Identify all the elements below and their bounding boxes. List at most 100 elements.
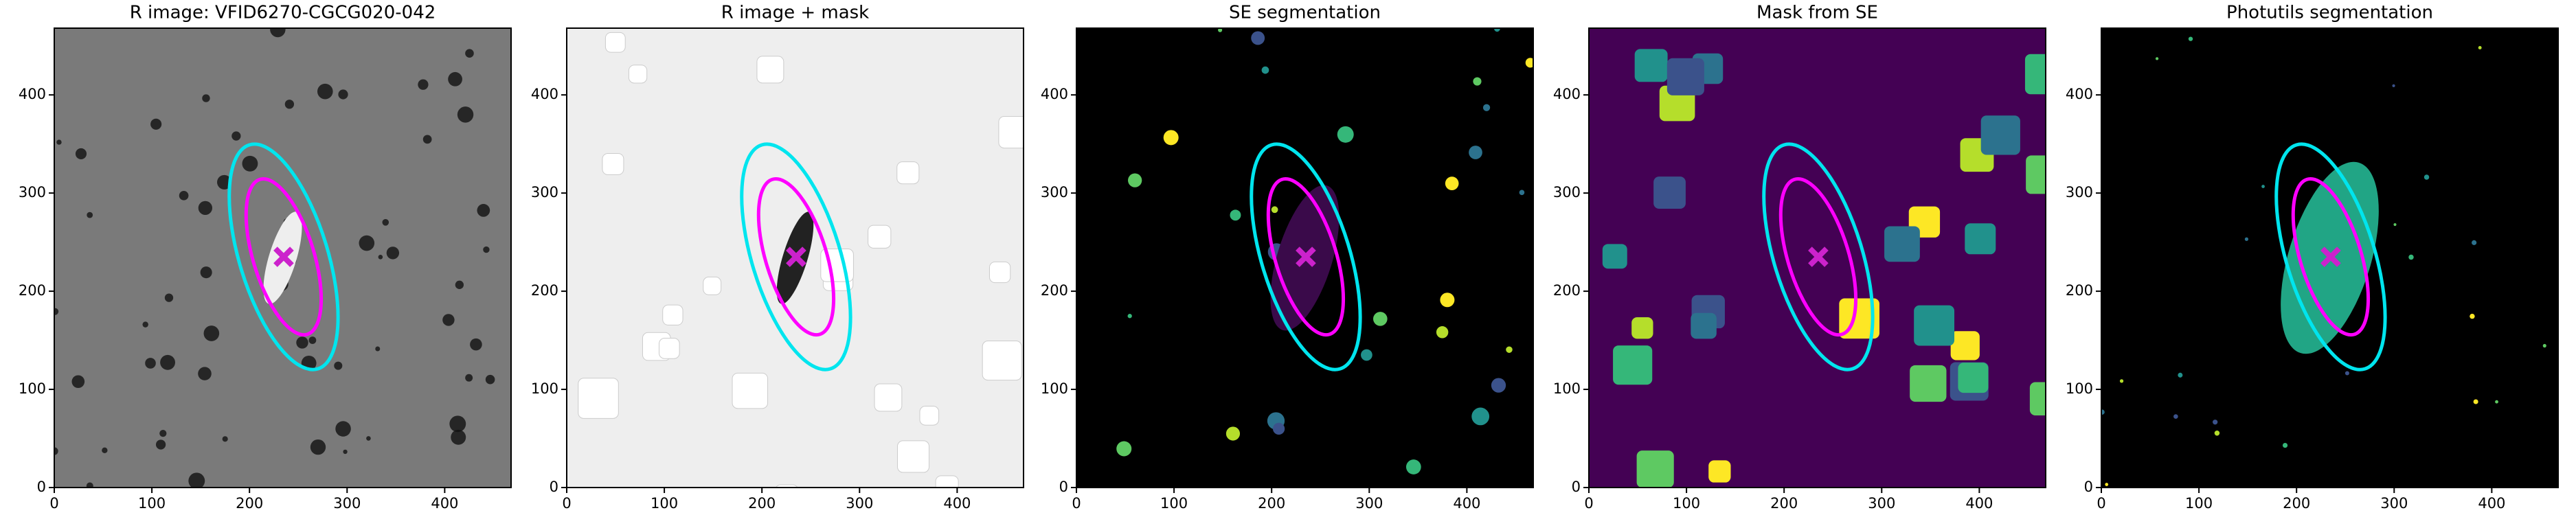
- aperture-ellipse: [1762, 142, 1875, 371]
- y-tick-label: 200: [2066, 282, 2093, 299]
- segment: [1519, 190, 1525, 196]
- center-marker: [1296, 247, 1316, 267]
- star: [102, 447, 108, 454]
- center-marker: [273, 247, 294, 267]
- mask-region: [2029, 382, 2046, 415]
- star: [150, 118, 162, 130]
- segment: [1405, 459, 1421, 474]
- mask-patch: [896, 440, 930, 473]
- segment: [1494, 28, 1500, 32]
- segment: [2213, 420, 2218, 425]
- star: [270, 28, 286, 38]
- center-marker: [2320, 247, 2341, 267]
- segment: [1127, 314, 1132, 319]
- star: [442, 314, 455, 326]
- mask-region: [1667, 58, 1704, 95]
- y-tick-label: 300: [1041, 184, 1068, 201]
- axes-frame: [566, 27, 1024, 488]
- segment: [2282, 442, 2288, 448]
- segment: [1361, 349, 1372, 361]
- star: [54, 308, 59, 315]
- mask-region: [1613, 345, 1653, 385]
- mask-region: [1958, 363, 1989, 393]
- x-tick-label: 300: [1868, 495, 1895, 512]
- star: [203, 325, 220, 341]
- star: [222, 436, 228, 442]
- segment: [2408, 254, 2414, 260]
- segment: [2393, 222, 2397, 227]
- star: [317, 83, 333, 100]
- mask-region: [1884, 226, 1920, 262]
- star: [449, 415, 466, 433]
- x-tick-label: 0: [49, 495, 58, 512]
- segment: [1116, 441, 1132, 457]
- aperture-ellipse: [1266, 177, 1346, 337]
- y-tick-label: 0: [2084, 479, 2093, 495]
- aperture-ellipse: [2291, 177, 2371, 337]
- panel: 0 100 200 300 400 0 100 200 300 400 Mask from SE: [1553, 3, 2046, 512]
- x-tick-label: 400: [1965, 495, 1993, 512]
- mask-region: [1691, 312, 1717, 339]
- segment: [2188, 36, 2193, 41]
- mask-region: [1965, 223, 1996, 255]
- star: [86, 482, 93, 488]
- star: [296, 336, 308, 349]
- star: [422, 135, 432, 144]
- star: [145, 358, 156, 369]
- star: [448, 71, 462, 87]
- star: [231, 131, 241, 141]
- star: [451, 429, 466, 445]
- panel-title: Mask from SE: [1756, 3, 1878, 23]
- segment: [2119, 379, 2124, 383]
- x-tick-label: 300: [333, 495, 361, 512]
- panel: 0 100 200 300 400 0 100 200 300 400 R image + mask: [531, 3, 1024, 512]
- image: [54, 28, 511, 488]
- x-tick-label: 300: [2380, 495, 2408, 512]
- star: [335, 421, 351, 437]
- x-tick-label: 0: [1072, 495, 1081, 512]
- y-tick-label: 300: [2066, 184, 2093, 201]
- panel-title: R image + mask: [721, 3, 870, 23]
- segment: [2473, 399, 2478, 404]
- star: [308, 336, 317, 344]
- panel-title: SE segmentation: [1229, 3, 1381, 23]
- panel-title: R image: VFID6270-CGCG020-042: [130, 3, 436, 23]
- axes-frame: [1076, 27, 1534, 488]
- segment: [1506, 346, 1513, 353]
- mask-region: [1653, 176, 1686, 209]
- mask-patch: [874, 383, 903, 412]
- aperture-ellipse: [2274, 142, 2387, 371]
- x-tick-label: 0: [562, 495, 571, 512]
- star: [198, 367, 212, 380]
- star: [366, 436, 371, 441]
- x-tick-label: 400: [1453, 495, 1480, 512]
- axes-frame: [2101, 27, 2559, 488]
- segment: [1337, 126, 1354, 143]
- segment: [1271, 206, 1278, 214]
- y-tick-label: 400: [531, 86, 558, 102]
- aperture-ellipse: [1250, 142, 1362, 371]
- x-tick-label: 0: [2097, 495, 2105, 512]
- star: [334, 361, 343, 370]
- segment: [2178, 372, 2183, 378]
- y-tick-label: 0: [37, 479, 46, 495]
- mask-patch: [775, 484, 798, 488]
- segment: [1469, 146, 1482, 159]
- mask-region: [1910, 365, 1947, 402]
- segment: [2392, 84, 2395, 88]
- mask-region: [2024, 54, 2046, 95]
- x-tick-label: 100: [1673, 495, 1700, 512]
- y-tick-label: 100: [1553, 380, 1581, 397]
- aperture-ellipse: [756, 177, 836, 337]
- star: [56, 139, 62, 145]
- x-tick-label: 100: [138, 495, 166, 512]
- star: [483, 246, 490, 253]
- aperture-ellipse: [740, 142, 852, 371]
- y-tick-label: 0: [550, 479, 558, 495]
- segment: [2345, 371, 2349, 376]
- segment: [2478, 46, 2482, 49]
- x-tick-label: 100: [1160, 495, 1188, 512]
- star: [465, 374, 473, 382]
- axes-frame: [1588, 27, 2046, 488]
